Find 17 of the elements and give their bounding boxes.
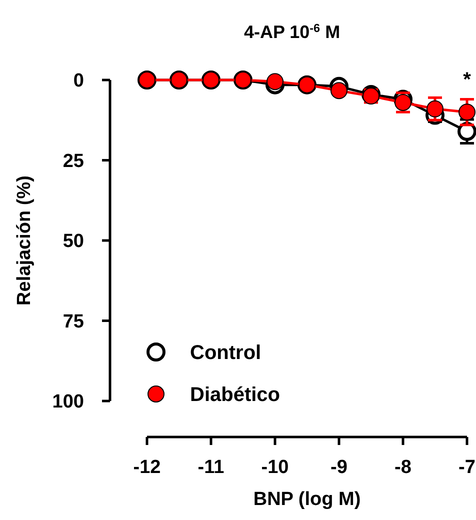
annotation: * bbox=[463, 69, 472, 91]
x-tick-label: -11 bbox=[198, 457, 225, 478]
y-tick-label: 75 bbox=[62, 311, 84, 332]
x-tick-label: -9 bbox=[330, 457, 348, 478]
x-axis-title: BNP (log M) bbox=[253, 489, 361, 510]
chart-title: 4-AP 10$^{-6}$ M bbox=[244, 22, 340, 42]
legend-label: Diabético bbox=[190, 384, 280, 406]
y-axis-title: Relajación (%) bbox=[14, 176, 35, 306]
legend-label: Control bbox=[190, 342, 262, 364]
y-tick-label: 25 bbox=[62, 150, 84, 172]
y-tick-label: 0 bbox=[73, 70, 84, 92]
x-tick-label: -8 bbox=[394, 457, 412, 478]
x-tick-label: -10 bbox=[261, 457, 289, 478]
x-tick-label: -7 bbox=[458, 457, 476, 478]
x-tick-label: -12 bbox=[133, 457, 161, 478]
y-tick-label: 50 bbox=[62, 231, 84, 252]
y-tick-label: 100 bbox=[52, 392, 84, 413]
